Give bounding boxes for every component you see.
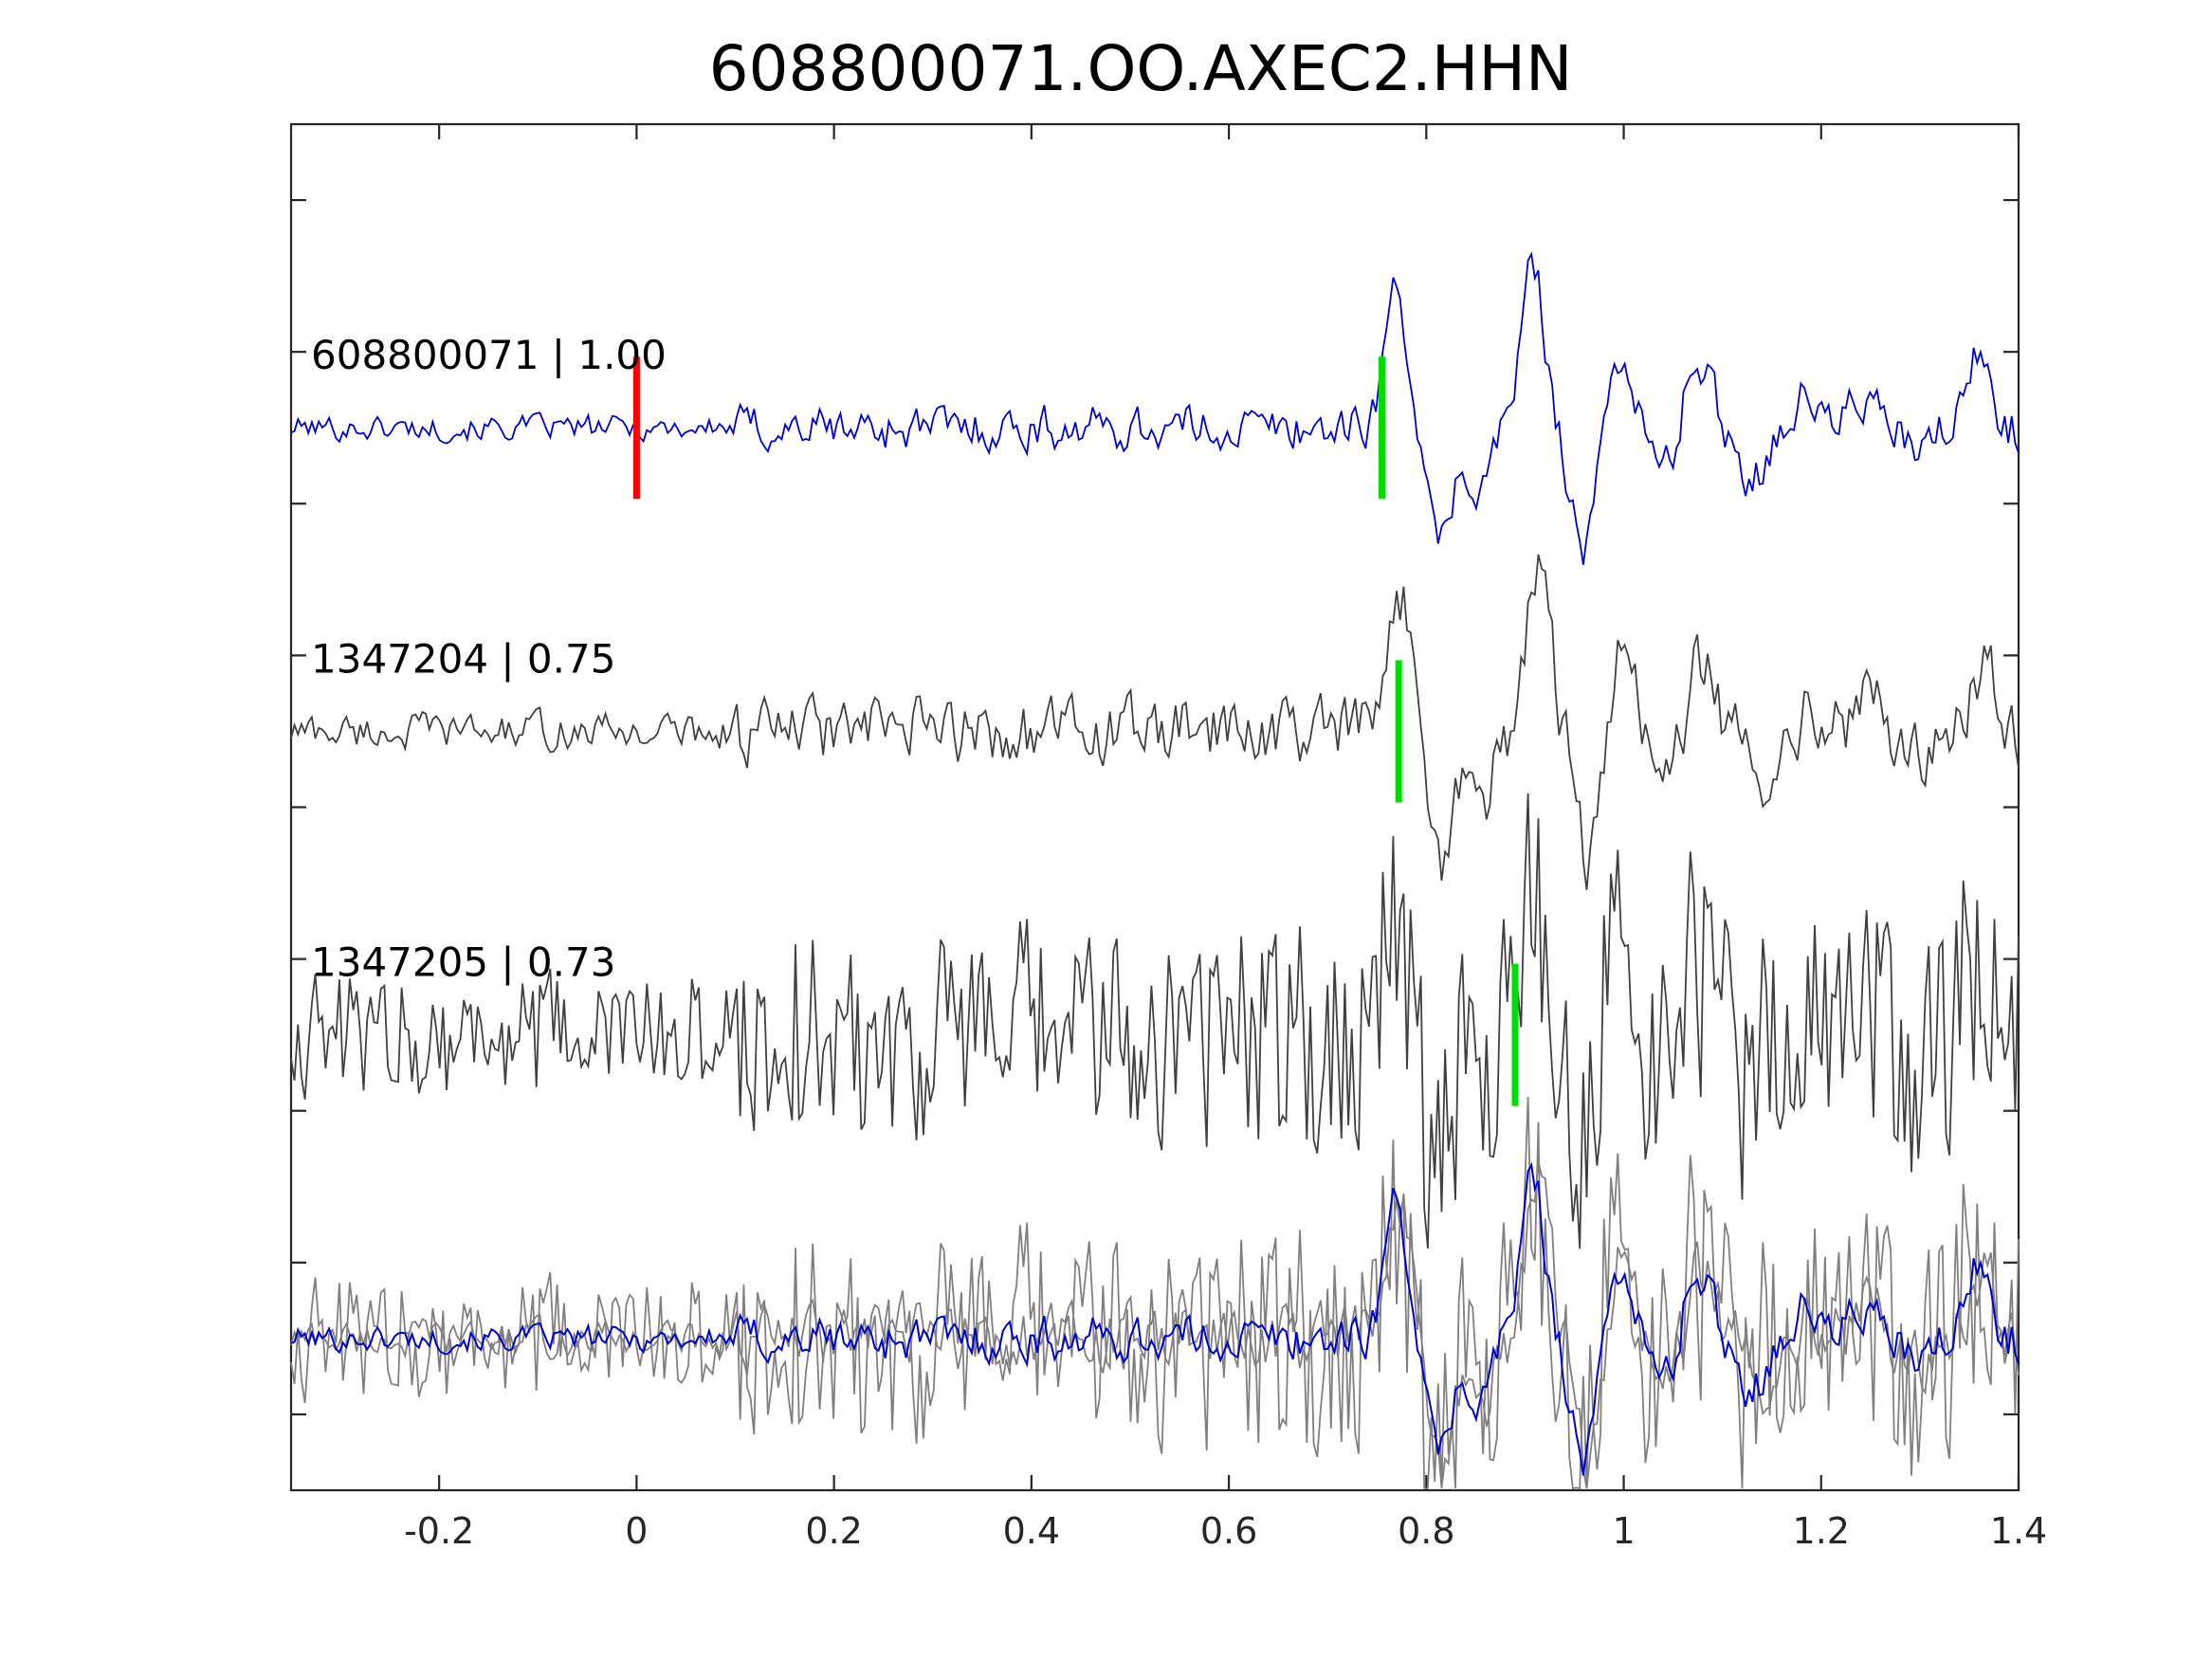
trace-label-1347204: 1347204 | 0.75 <box>311 635 615 682</box>
trace-1347205 <box>290 793 2020 1249</box>
stack-trace-608800071 <box>290 1161 2020 1476</box>
x-tick-label: 0.2 <box>805 1510 862 1552</box>
x-tick-label: 1.2 <box>1793 1510 1850 1552</box>
y-ticks <box>291 198 2019 1416</box>
x-tick-label: 1 <box>1612 1510 1635 1552</box>
x-tick-label: 0.4 <box>1003 1510 1060 1552</box>
x-tick-label: 1.4 <box>1990 1510 2047 1552</box>
x-tick-label: -0.2 <box>404 1510 474 1552</box>
stack-trace-1347205 <box>290 1097 2020 1490</box>
trace-608800071 <box>290 251 2020 565</box>
traces <box>290 251 2020 1249</box>
picks <box>632 356 1519 1106</box>
x-tick-label: 0.8 <box>1398 1510 1454 1552</box>
trace-label-608800071: 608800071 | 1.00 <box>311 332 667 378</box>
trace-1347204 <box>290 554 2020 890</box>
x-ticks: -0.2 0 0.2 0.4 0.6 0.8 1 1.2 1.4 <box>404 124 2047 1552</box>
stack-trace-1347204 <box>290 1161 2020 1489</box>
trace-label-1347205: 1347205 | 0.73 <box>311 939 615 986</box>
stack-overlay <box>290 1097 2020 1490</box>
trace-labels: 608800071 | 1.00 1347204 | 0.75 1347205 | … <box>311 332 667 985</box>
x-tick-label: 0.6 <box>1200 1510 1257 1552</box>
x-tick-label: 0 <box>625 1510 648 1552</box>
chart-title: 608800071.OO.AXEC2.HHN <box>709 32 1573 105</box>
plot-area: -0.2 0 0.2 0.4 0.6 0.8 1 1.2 1.4 608800071 | 1.0… <box>289 122 2047 1552</box>
